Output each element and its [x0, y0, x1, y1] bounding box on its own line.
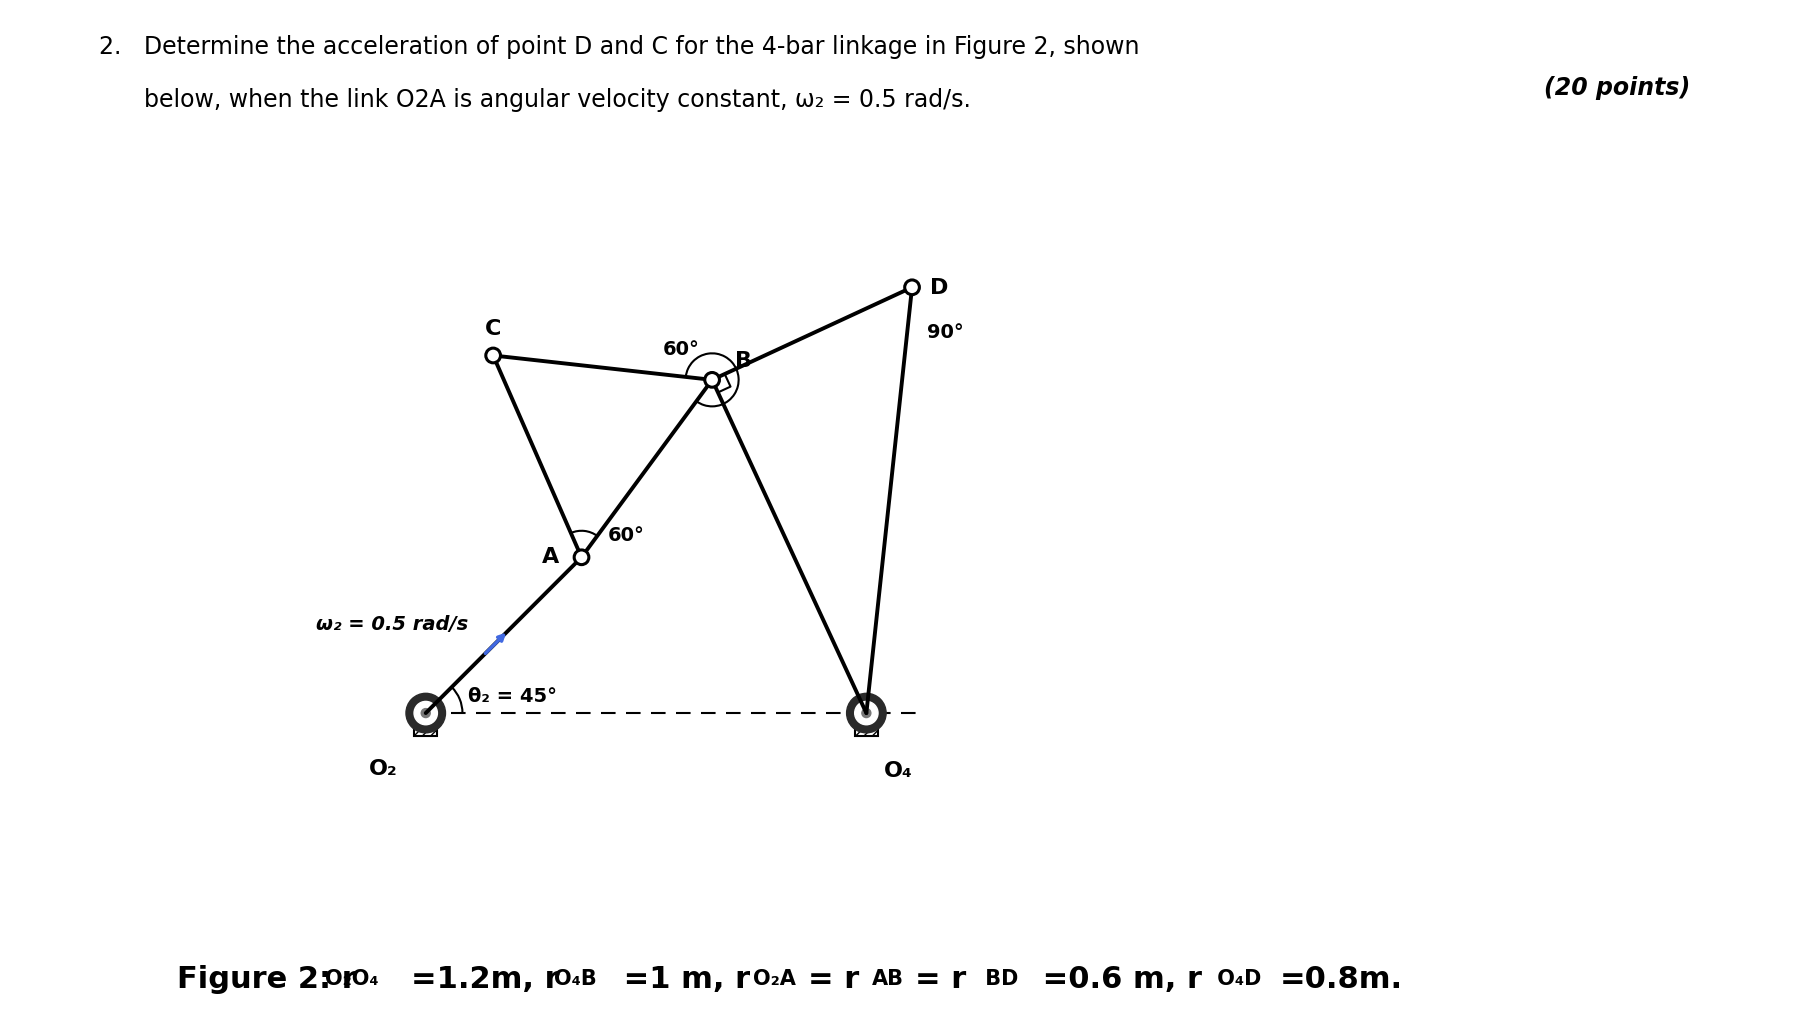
Text: O₂: O₂ — [369, 758, 397, 778]
Text: =1.2m, r: =1.2m, r — [412, 963, 559, 993]
Text: 60°: 60° — [663, 340, 699, 359]
Circle shape — [421, 709, 430, 718]
Circle shape — [847, 694, 886, 733]
Circle shape — [414, 702, 437, 725]
Bar — [854, 714, 877, 736]
Text: (20 points): (20 points) — [1544, 76, 1690, 100]
Text: = r: = r — [915, 963, 966, 993]
Circle shape — [904, 281, 919, 295]
Circle shape — [861, 709, 870, 718]
Text: B: B — [735, 351, 752, 371]
Text: ω₂ = 0.5 rad/s: ω₂ = 0.5 rad/s — [316, 615, 467, 633]
Text: O₂A: O₂A — [753, 969, 797, 989]
Text: =1 m, r: =1 m, r — [613, 963, 750, 993]
Text: 90°: 90° — [926, 323, 964, 342]
Text: O₄B: O₄B — [554, 969, 597, 989]
Text: 60°: 60° — [608, 526, 645, 544]
Text: C: C — [485, 318, 502, 339]
Text: =0.6 m, r: =0.6 m, r — [1032, 963, 1203, 993]
Text: = r: = r — [809, 963, 859, 993]
Circle shape — [485, 349, 500, 364]
Circle shape — [406, 694, 446, 733]
Text: Figure 2: r: Figure 2: r — [176, 963, 356, 993]
Circle shape — [854, 702, 877, 725]
Text: BD: BD — [978, 969, 1018, 989]
Bar — [414, 714, 437, 736]
Circle shape — [705, 373, 719, 388]
Text: A: A — [541, 546, 559, 566]
Text: =0.8m.: =0.8m. — [1278, 963, 1402, 993]
Text: θ₂ = 45°: θ₂ = 45° — [467, 686, 557, 706]
Text: O₄D: O₄D — [1210, 969, 1260, 989]
Text: 2.   Determine the acceleration of point D and C for the 4-bar linkage in Figure: 2. Determine the acceleration of point D… — [99, 35, 1140, 60]
Text: below, when the link O2A is angular velocity constant, ω₂ = 0.5 rad/s.: below, when the link O2A is angular velo… — [99, 88, 971, 112]
Text: D: D — [930, 278, 948, 298]
Circle shape — [574, 550, 590, 565]
Text: AB: AB — [872, 969, 904, 989]
Text: O₄: O₄ — [885, 760, 913, 780]
Text: O₂O₄: O₂O₄ — [325, 969, 379, 989]
